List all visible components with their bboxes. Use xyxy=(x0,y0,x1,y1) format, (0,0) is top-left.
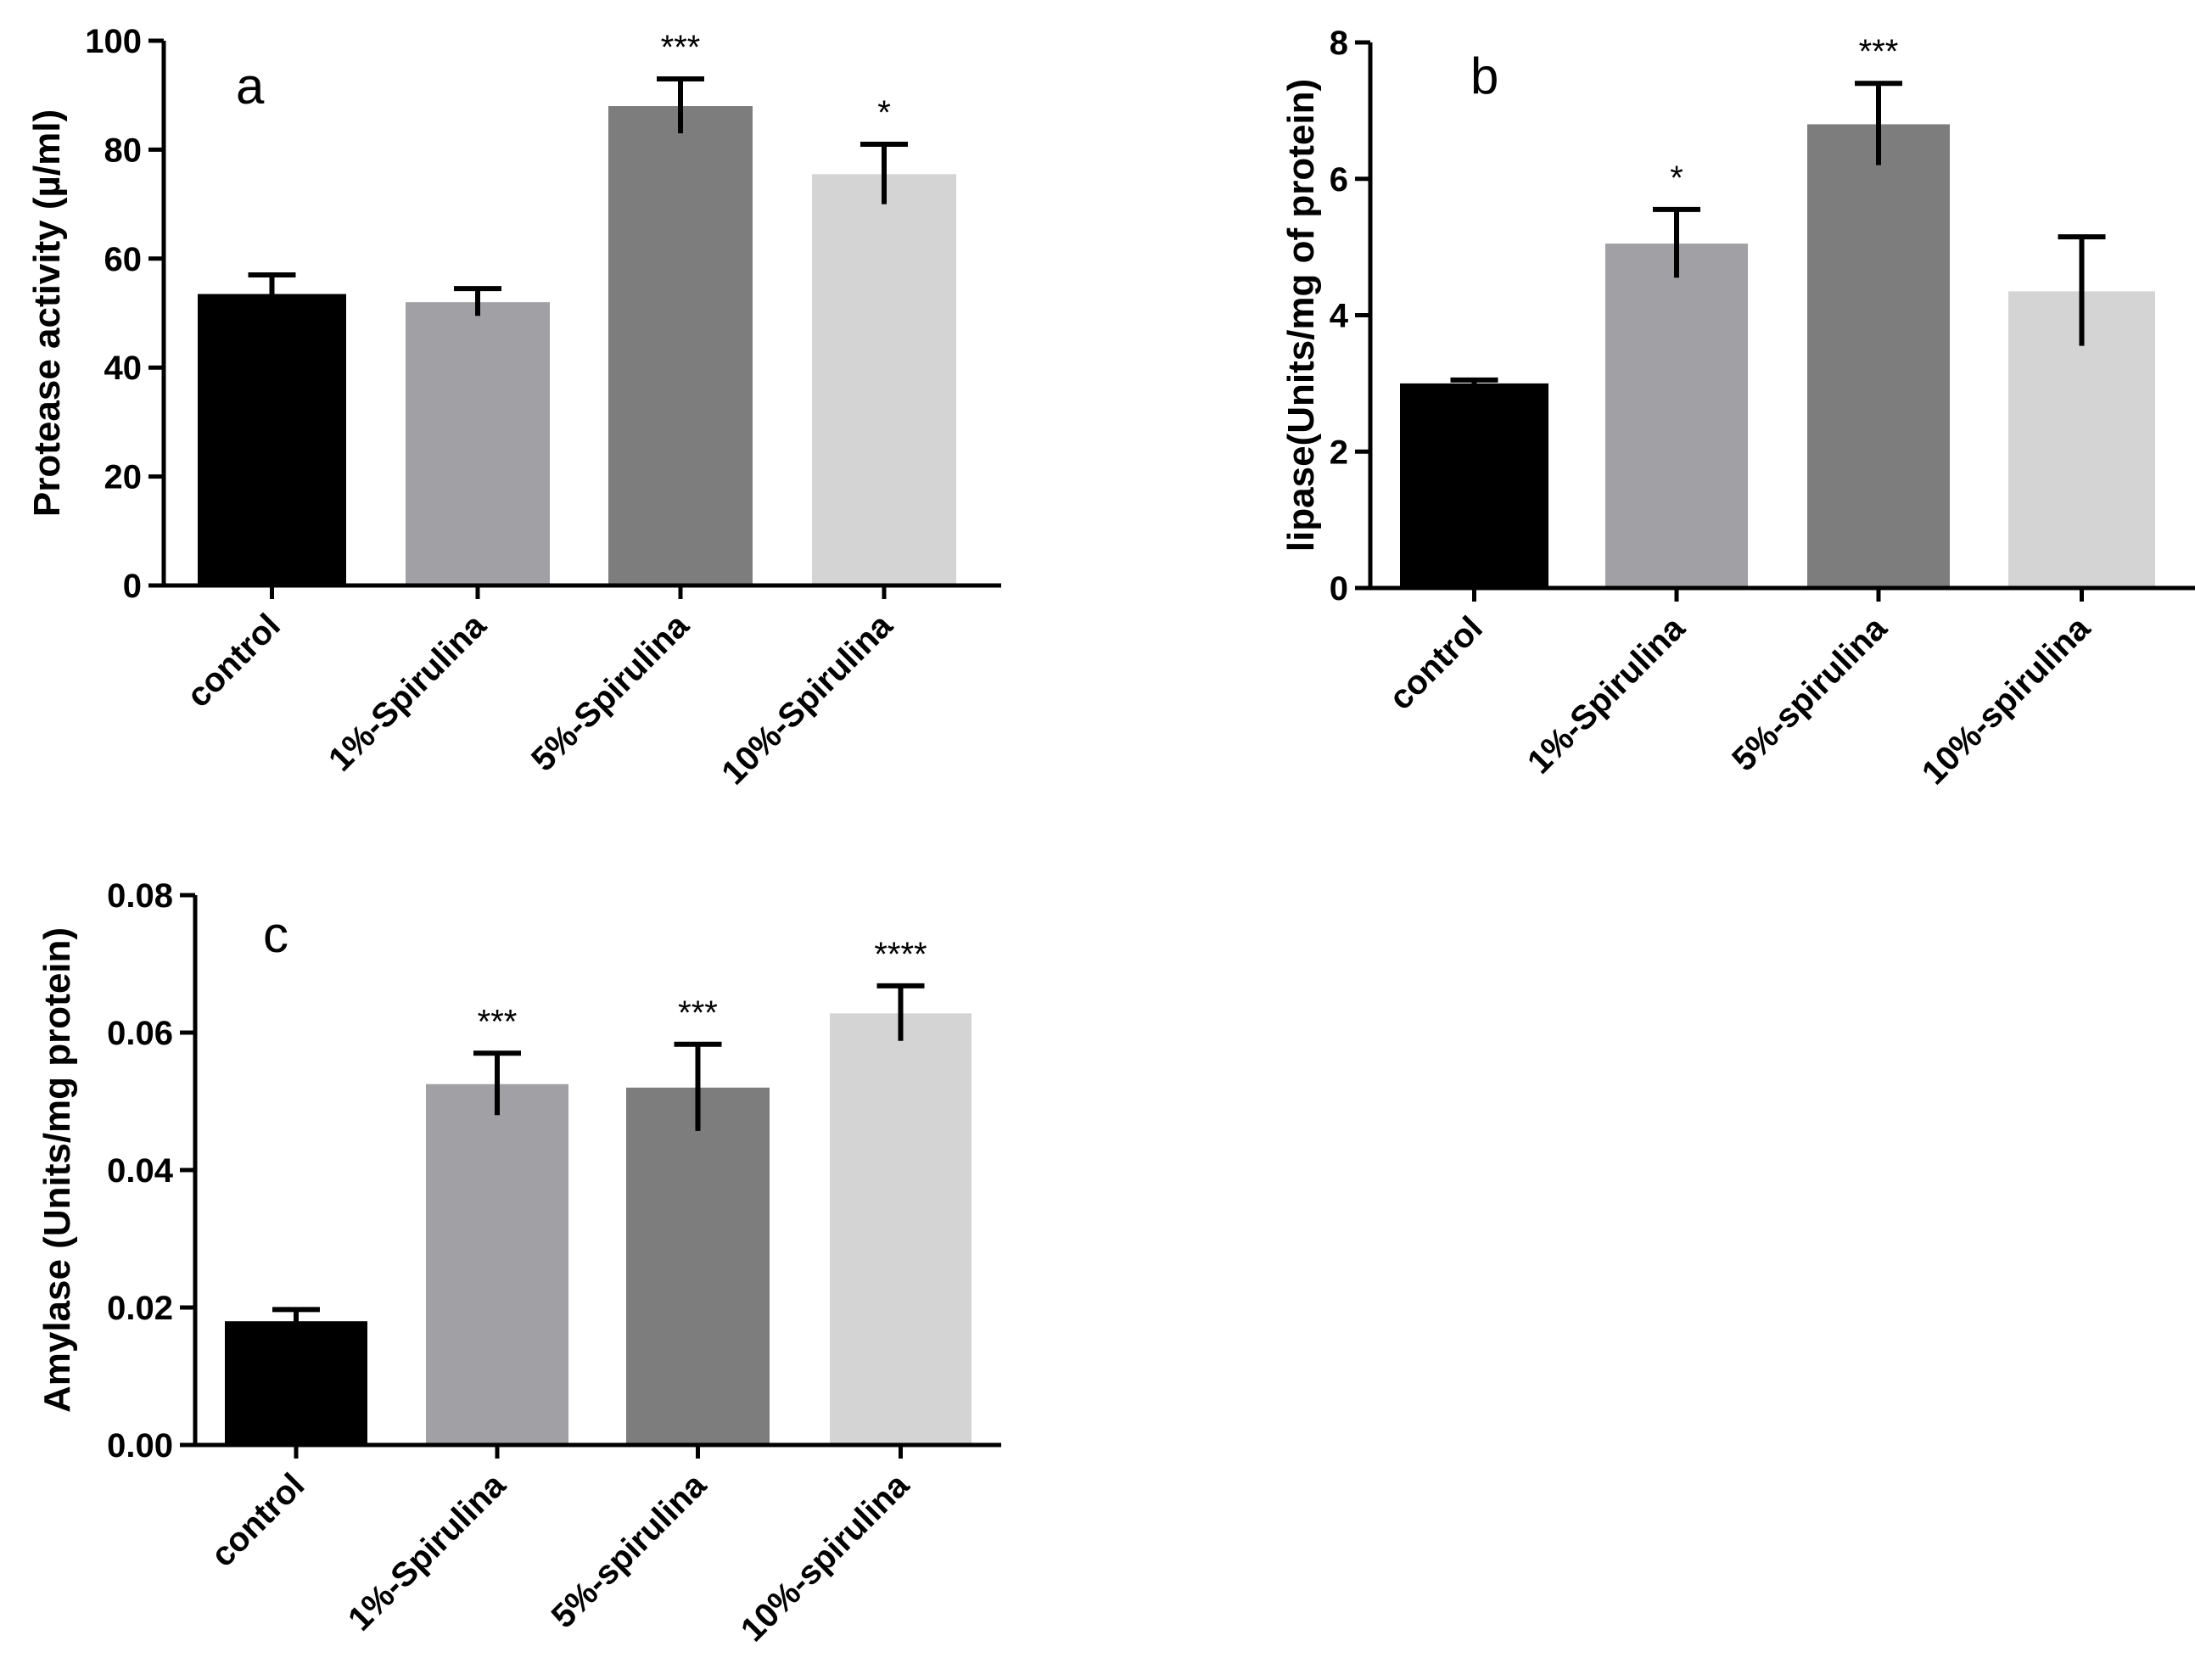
bar xyxy=(225,1321,367,1445)
category-label: 5%-spirulina xyxy=(1725,609,1895,779)
significance-label: **** xyxy=(874,936,927,973)
y-tick-label: 2 xyxy=(1330,434,1348,471)
significance-label: * xyxy=(1670,160,1683,197)
error-bar xyxy=(2058,234,2106,346)
y-axis-label: Amylase (Units/mg protein) xyxy=(36,927,78,1413)
category-label: 10%-spirulina xyxy=(734,1466,917,1649)
error-bar xyxy=(876,983,925,1041)
panel-b-lipase: b control * 1%-Spirulina *** 5%-spirulina 10%-… xyxy=(1280,25,2195,792)
panel-letter: b xyxy=(1470,48,1498,104)
bar xyxy=(1807,124,1950,588)
category-label: control xyxy=(1382,609,1490,717)
significance-label: * xyxy=(877,94,891,132)
y-tick-label: 40 xyxy=(104,350,143,387)
bar xyxy=(1605,244,1748,588)
category-label: 5%-spirulina xyxy=(545,1466,714,1636)
y-tick-label: 0.02 xyxy=(107,1290,173,1327)
bar xyxy=(626,1087,770,1445)
category-label: 10%-Spirulina xyxy=(714,607,900,792)
bar xyxy=(406,302,550,585)
error-bar xyxy=(1855,81,1902,165)
y-axis-label: lipase(Units/mg of protein) xyxy=(1280,79,1322,552)
category-label: 5%-Spirulina xyxy=(524,607,697,779)
error-bar xyxy=(657,76,704,134)
panel-a-protease: a control 1%-Spirulina *** 5%-Spirulina * 10%-… xyxy=(26,23,1001,792)
error-bar xyxy=(860,141,908,204)
y-tick-label: 0.00 xyxy=(107,1427,173,1464)
error-bar xyxy=(674,1041,722,1131)
significance-label: *** xyxy=(1859,33,1899,70)
y-tick-label: 20 xyxy=(104,459,143,496)
category-label: 10%-spirulina xyxy=(1915,609,2098,792)
bar xyxy=(198,294,346,585)
category-label: control xyxy=(204,1466,311,1574)
bar xyxy=(830,1013,972,1445)
y-tick-label: 60 xyxy=(104,241,143,278)
y-tick-label: 0.06 xyxy=(107,1015,173,1052)
y-tick-label: 0 xyxy=(1330,570,1348,608)
error-bar xyxy=(272,1307,320,1333)
panel-c-amylase: c control *** 1%-Spirulina *** 5%-spirulina **… xyxy=(36,877,1001,1649)
significance-label: *** xyxy=(661,29,701,66)
panel-letter: c xyxy=(263,906,288,963)
error-bar xyxy=(473,1050,521,1116)
error-bar xyxy=(248,272,296,313)
category-label: 1%-Spirulina xyxy=(341,1466,513,1638)
y-tick-label: 80 xyxy=(104,132,143,169)
y-tick-label: 6 xyxy=(1330,161,1348,199)
bar xyxy=(426,1084,568,1445)
category-label: 1%-Spirulina xyxy=(322,607,494,779)
y-tick-label: 0 xyxy=(123,568,142,605)
bar xyxy=(812,174,956,586)
category-label: control xyxy=(180,607,288,714)
y-tick-label: 0.04 xyxy=(107,1152,174,1190)
y-tick-label: 0.08 xyxy=(107,877,173,915)
y-tick-label: 100 xyxy=(85,23,142,60)
bar xyxy=(1400,383,1548,588)
significance-label: *** xyxy=(678,994,718,1032)
significance-label: *** xyxy=(478,1003,518,1040)
panel-letter: a xyxy=(236,58,265,115)
error-bar xyxy=(454,286,501,316)
y-tick-label: 4 xyxy=(1330,298,1349,335)
error-bar xyxy=(1653,206,1700,278)
error-bar xyxy=(1450,377,1498,387)
bar xyxy=(608,106,753,586)
y-tick-label: 8 xyxy=(1330,25,1348,62)
category-label: 1%-Spirulina xyxy=(1520,609,1693,781)
y-axis-label: Protease activity (µ/ml) xyxy=(26,109,68,517)
